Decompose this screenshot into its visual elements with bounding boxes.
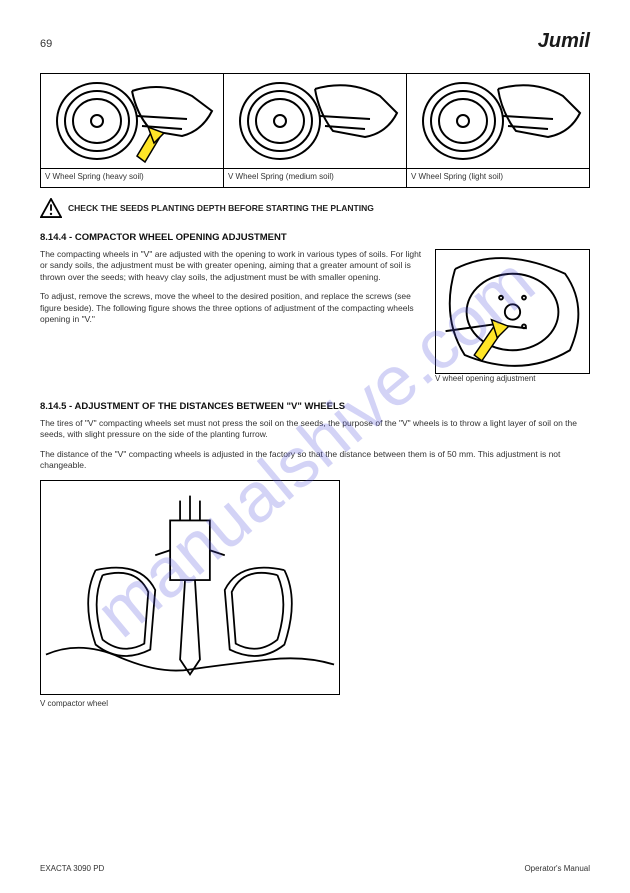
warning-row: CHECK THE SEEDS PLANTING DEPTH BEFORE ST… [40,198,590,218]
panel-label-2: V Wheel Spring (medium soil) [224,169,406,187]
logo: Jumil [538,30,590,53]
footer-left: EXACTA 3090 PD [40,864,104,873]
section-b-p2: The distance of the "V" compacting wheel… [40,449,590,472]
panel-label-3: V Wheel Spring (light soil) [407,169,589,187]
page-number: 69 [40,38,52,50]
section-a-caption: V wheel opening adjustment [435,374,590,383]
section-a-p2: To adjust, remove the screws, move the w… [40,291,423,325]
section-a-title: 8.14.4 - COMPACTOR WHEEL OPENING ADJUSTM… [40,232,590,243]
section-b-figure [40,480,340,695]
panel-img-1 [41,74,223,169]
panel-img-2 [224,74,406,169]
section-b-title: 8.14.5 - ADJUSTMENT OF THE DISTANCES BET… [40,401,590,412]
section-b-caption: V compactor wheel [40,699,590,708]
panel-img-3 [407,74,589,169]
warning-text: CHECK THE SEEDS PLANTING DEPTH BEFORE ST… [68,203,374,213]
section-a-p1: The compacting wheels in "V" are adjuste… [40,249,423,283]
warning-icon [40,198,62,218]
footer-right: Operator's Manual [524,864,590,873]
section-b-p1: The tires of "V" compacting wheels set m… [40,418,590,441]
panel-label-1: V Wheel Spring (heavy soil) [41,169,223,187]
section-a-figure [435,249,590,374]
three-panel-figure: V Wheel Spring (heavy soil) V Wheel Spr [40,73,590,188]
